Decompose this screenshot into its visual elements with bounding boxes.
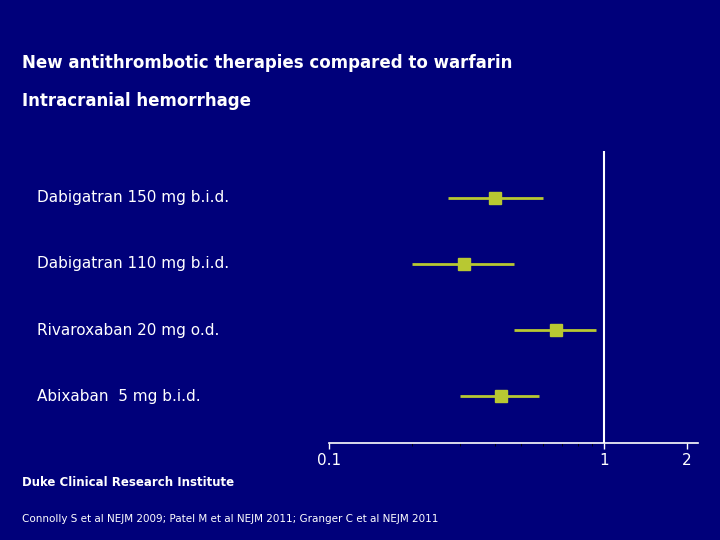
Text: Duke Clinical Research Institute: Duke Clinical Research Institute — [22, 476, 234, 489]
Text: Dabigatran 150 mg b.i.d.: Dabigatran 150 mg b.i.d. — [37, 190, 229, 205]
Text: Intracranial hemorrhage: Intracranial hemorrhage — [22, 92, 251, 110]
Text: Abixaban  5 mg b.i.d.: Abixaban 5 mg b.i.d. — [37, 389, 201, 404]
Text: Rivaroxaban 20 mg o.d.: Rivaroxaban 20 mg o.d. — [37, 322, 220, 338]
Text: Dabigatran 110 mg b.i.d.: Dabigatran 110 mg b.i.d. — [37, 256, 229, 272]
Text: New antithrombotic therapies compared to warfarin: New antithrombotic therapies compared to… — [22, 54, 512, 72]
Text: Connolly S et al NEJM 2009; Patel M et al NEJM 2011; Granger C et al NEJM 2011: Connolly S et al NEJM 2009; Patel M et a… — [22, 514, 438, 524]
